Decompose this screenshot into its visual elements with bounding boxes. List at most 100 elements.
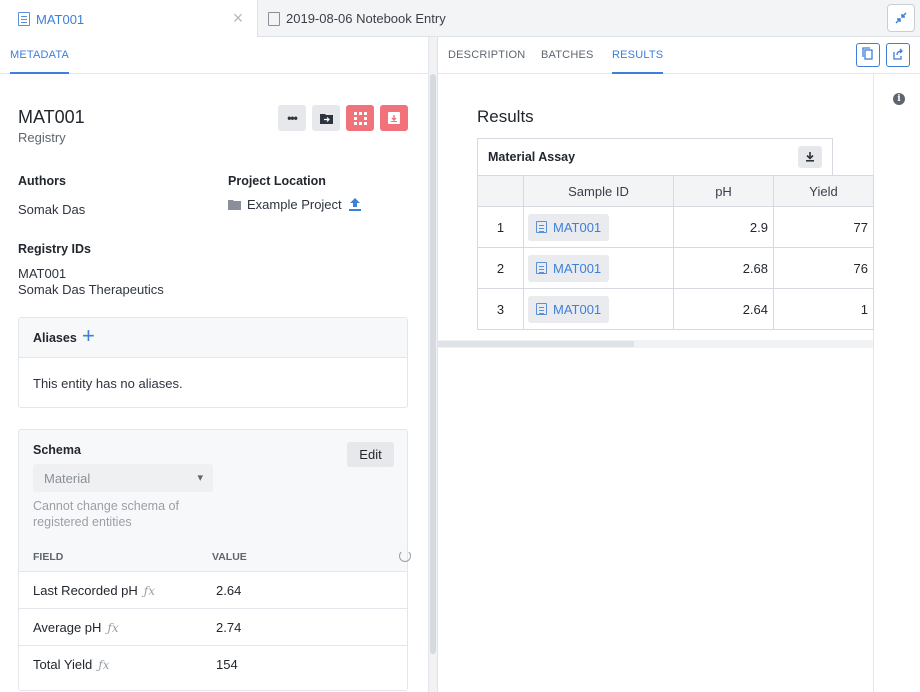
table-row: 3 MAT001 2.64 1 <box>477 288 874 330</box>
copy-icon <box>862 47 873 60</box>
yield-cell: 77 <box>773 206 874 248</box>
index-header <box>477 175 524 207</box>
ph-cell: 2.68 <box>673 247 774 289</box>
tab-label: MAT001 <box>36 11 85 27</box>
collapse-button[interactable] <box>887 4 915 32</box>
field-name: Last Recorded pH ƒx <box>33 583 155 598</box>
column-header[interactable]: pH <box>673 175 774 207</box>
field-row: Last Recorded pH ƒx 2.64 <box>19 571 407 608</box>
field-value: 2.74 <box>216 620 242 635</box>
schema-note: Cannot change schema of registered entit… <box>33 499 179 529</box>
field-value: 2.64 <box>216 583 242 598</box>
registry-id: MAT001 <box>18 266 67 281</box>
author-link[interactable]: Somak Das <box>18 202 86 217</box>
document-icon <box>268 11 280 26</box>
sample-cell: MAT001 <box>523 206 674 248</box>
copy-button[interactable] <box>856 43 880 67</box>
column-header[interactable]: Sample ID <box>523 175 674 207</box>
formula-icon: ƒx <box>143 584 155 598</box>
aliases-empty: This entity has no aliases. <box>33 376 183 391</box>
entity-doc-icon <box>536 262 547 274</box>
results-title: Results <box>477 107 534 126</box>
entity-name: MAT001 <box>18 107 85 127</box>
tab-metadata[interactable]: METADATA <box>10 49 70 74</box>
assay-title: Material Assay <box>488 150 576 164</box>
sample-link[interactable]: MAT001 <box>528 213 610 241</box>
download-icon <box>806 152 814 162</box>
archive-button[interactable] <box>380 105 408 131</box>
table-row: 2 MAT001 2.68 76 <box>477 247 874 289</box>
row-index: 1 <box>477 206 524 248</box>
chevron-down-icon: ▾ <box>197 472 203 484</box>
share-button[interactable] <box>886 43 910 67</box>
move-to-folder-icon <box>319 113 333 124</box>
metadata-panel: METADATA MAT001 Registry ••• Authors Som… <box>0 37 428 692</box>
tab-label: 2019-08-06 Notebook Entry <box>286 11 446 26</box>
results-table: Sample ID pH Yield 1 MAT001 2.9 77 2 MAT… <box>477 175 874 330</box>
tab-mat001[interactable]: MAT001 × <box>0 0 258 38</box>
sample-cell: MAT001 <box>523 288 674 330</box>
collapse-icon <box>895 12 907 24</box>
project-name: Example Project <box>247 197 342 212</box>
ph-cell: 2.64 <box>673 288 774 330</box>
right-sidebar: i <box>873 74 920 692</box>
value-header: VALUE <box>212 551 247 563</box>
schema-title: Schema <box>33 443 81 457</box>
folder-icon <box>228 200 241 210</box>
formula-icon: ƒx <box>98 658 110 672</box>
field-name: Average pH ƒx <box>33 620 119 635</box>
yield-cell: 76 <box>773 247 874 289</box>
registry-name: Somak Das Therapeutics <box>18 282 164 297</box>
tab-bar: MAT001 × 2019-08-06 Notebook Entry <box>0 0 920 38</box>
tab-description[interactable]: DESCRIPTION <box>448 49 526 61</box>
entity-doc-icon <box>18 12 30 26</box>
register-icon <box>353 111 367 125</box>
more-icon: ••• <box>287 111 298 125</box>
register-button[interactable] <box>346 105 374 131</box>
row-index: 2 <box>477 247 524 289</box>
field-value: 154 <box>216 657 238 672</box>
field-row: Total Yield ƒx 154 <box>19 645 407 690</box>
aliases-card: Aliases + This entity has no aliases. <box>18 317 408 408</box>
edit-schema-button[interactable]: Edit <box>347 442 394 467</box>
aliases-header: Aliases + <box>19 318 407 358</box>
tab-notebook-entry[interactable]: 2019-08-06 Notebook Entry <box>268 0 446 37</box>
info-icon[interactable]: i <box>893 93 905 105</box>
move-button[interactable] <box>312 105 340 131</box>
registry-ids-label: Registry IDs <box>18 242 91 256</box>
add-alias-icon[interactable]: + <box>82 323 95 348</box>
archive-icon <box>388 112 400 124</box>
project-location: Example Project <box>228 197 361 212</box>
left-scrollbar[interactable] <box>428 37 437 692</box>
sample-link[interactable]: MAT001 <box>528 254 610 282</box>
upload-icon[interactable] <box>348 198 361 211</box>
tab-batches[interactable]: BATCHES <box>541 49 594 61</box>
ph-cell: 2.9 <box>673 206 774 248</box>
aliases-title: Aliases <box>33 331 77 345</box>
results-hscrollbar[interactable] <box>438 340 873 348</box>
yield-cell: 1 <box>773 288 874 330</box>
project-location-label: Project Location <box>228 174 326 188</box>
schema-selected: Material <box>44 471 91 486</box>
sample-link[interactable]: MAT001 <box>528 295 610 323</box>
field-name: Total Yield ƒx <box>33 657 110 672</box>
entity-type: Registry <box>18 130 66 145</box>
row-index: 3 <box>477 288 524 330</box>
schema-select[interactable]: Material ▾ <box>33 464 213 492</box>
field-row: Average pH ƒx 2.74 <box>19 608 407 645</box>
left-subtabs: METADATA <box>0 37 428 74</box>
more-button[interactable]: ••• <box>278 105 306 131</box>
assay-header: Material Assay <box>477 138 833 175</box>
right-subtabs: DESCRIPTION BATCHES RESULTS <box>438 37 920 74</box>
authors-label: Authors <box>18 174 66 188</box>
formula-icon: ƒx <box>107 621 119 635</box>
table-row: 1 MAT001 2.9 77 <box>477 206 874 248</box>
tab-results[interactable]: RESULTS <box>612 49 664 74</box>
entity-doc-icon <box>536 303 547 315</box>
schema-card: Schema Edit Material ▾ Cannot change sch… <box>18 429 411 691</box>
share-icon <box>893 48 903 60</box>
column-header[interactable]: Yield <box>773 175 874 207</box>
download-button[interactable] <box>798 146 822 168</box>
refresh-icon[interactable] <box>399 550 411 562</box>
close-icon[interactable]: × <box>232 8 244 28</box>
